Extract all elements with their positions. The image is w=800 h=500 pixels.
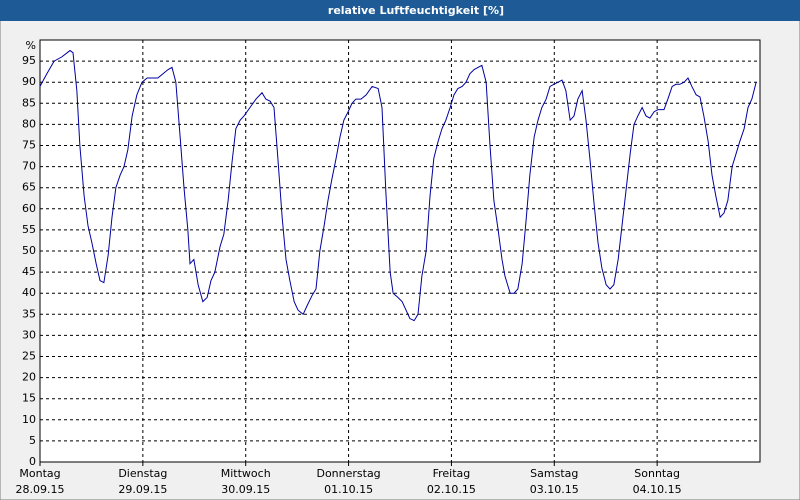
y-tick-label: 30 bbox=[22, 328, 36, 341]
y-tick-label: 85 bbox=[22, 96, 36, 109]
x-tick-sublabel: 04.10.15 bbox=[633, 483, 682, 496]
y-tick-label: 90 bbox=[22, 75, 36, 88]
y-tick-label: 70 bbox=[22, 160, 36, 173]
y-tick-label: 10 bbox=[22, 413, 36, 426]
x-tick-label: Donnerstag bbox=[316, 467, 380, 480]
y-tick-label: 5 bbox=[29, 434, 36, 447]
x-tick-label: Dienstag bbox=[118, 467, 167, 480]
y-tick-label: 25 bbox=[22, 350, 36, 363]
x-tick-sublabel: 30.09.15 bbox=[221, 483, 270, 496]
y-tick-label: 45 bbox=[22, 265, 36, 278]
title-bar bbox=[0, 0, 800, 21]
x-tick-label: Mittwoch bbox=[221, 467, 271, 480]
x-tick-label: Sonntag bbox=[634, 467, 680, 480]
chart-title: relative Luftfeuchtigkeit [%] bbox=[328, 4, 504, 17]
y-tick-label: 80 bbox=[22, 117, 36, 130]
y-tick-label: 75 bbox=[22, 139, 36, 152]
x-tick-sublabel: 03.10.15 bbox=[530, 483, 579, 496]
x-tick-sublabel: 01.10.15 bbox=[324, 483, 373, 496]
y-tick-label: 60 bbox=[22, 202, 36, 215]
y-tick-label: 50 bbox=[22, 244, 36, 257]
y-tick-label: 55 bbox=[22, 223, 36, 236]
x-tick-sublabel: 29.09.15 bbox=[118, 483, 167, 496]
y-tick-label: 20 bbox=[22, 371, 36, 384]
y-tick-label: 40 bbox=[22, 286, 36, 299]
x-tick-label: Freitag bbox=[433, 467, 471, 480]
x-tick-label: Samstag bbox=[530, 467, 578, 480]
y-tick-label: 0 bbox=[29, 455, 36, 468]
y-tick-label: 35 bbox=[22, 307, 36, 320]
y-tick-label: 15 bbox=[22, 392, 36, 405]
x-tick-sublabel: 02.10.15 bbox=[427, 483, 476, 496]
data-line bbox=[39, 49, 757, 322]
x-tick-label: Montag bbox=[19, 467, 60, 480]
y-tick-label: 65 bbox=[22, 181, 36, 194]
plot-frame bbox=[39, 39, 761, 463]
y-tick-label: 95 bbox=[22, 54, 36, 67]
y-axis-label: % bbox=[26, 39, 36, 52]
x-tick-sublabel: 28.09.15 bbox=[16, 483, 65, 496]
